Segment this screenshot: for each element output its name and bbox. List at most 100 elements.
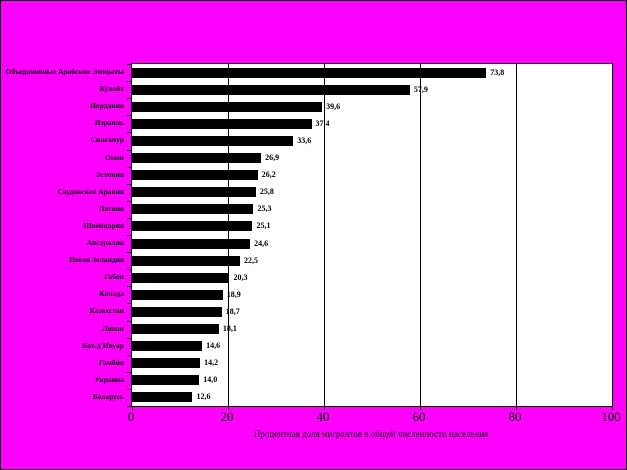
x-tick-label: 20 (220, 409, 234, 424)
category-label: Латвия (98, 203, 124, 213)
category-label: Саудовская Аравия (57, 186, 124, 196)
category-label: Израиль (94, 118, 124, 128)
category-label: Казахстан (89, 306, 124, 316)
y-axis-tick (127, 81, 132, 83)
y-axis-tick (127, 200, 132, 202)
y-axis-tick (127, 115, 132, 117)
category-label: Оман (105, 152, 124, 162)
y-axis-tick (127, 217, 132, 219)
category-label: Швейцария (83, 220, 124, 230)
bar (132, 84, 410, 95)
value-label: 39,6 (326, 101, 341, 111)
y-axis-tick (127, 252, 132, 254)
value-label: 18,7 (225, 306, 240, 316)
bar (132, 153, 262, 164)
y-axis-tick (127, 320, 132, 322)
value-label: 14,2 (204, 358, 219, 368)
value-label: 12,6 (196, 392, 211, 402)
category-label: Иордания (90, 101, 124, 111)
bar (132, 221, 253, 232)
bar (132, 375, 200, 386)
x-tick-label: 40 (316, 409, 330, 424)
bar (132, 187, 256, 198)
x-axis-tick (516, 406, 517, 410)
x-tick-label: 80 (508, 409, 522, 424)
gridline (516, 64, 517, 406)
category-label: Объединенные Арабские Эмираты (5, 67, 124, 77)
category-label: Канада (99, 289, 124, 299)
value-label: 18,9 (226, 289, 241, 299)
value-label: 73,8 (490, 67, 505, 77)
bar (132, 135, 294, 146)
gridline (228, 64, 229, 406)
category-label: Австралия (86, 238, 124, 248)
plot-area: 73,8 57,9 39,6 37,4 33,6 26,9 26,2 25,8 25,3 25,1… (127, 63, 613, 410)
value-label: 25,8 (259, 187, 274, 197)
y-axis-tick (127, 269, 132, 271)
value-label: 14,0 (203, 375, 218, 385)
x-axis-tick (612, 406, 613, 410)
gridline (420, 64, 421, 406)
bar (132, 118, 312, 129)
value-label: 24,6 (254, 238, 269, 248)
value-label: 22,5 (244, 255, 258, 265)
value-label: 25,1 (256, 221, 271, 231)
x-axis-tick (420, 406, 421, 410)
y-axis-tick (127, 371, 132, 373)
y-axis-tick (127, 132, 132, 134)
category-label: Новая Зеландия (69, 255, 124, 265)
y-axis-tick (127, 98, 132, 100)
y-axis-tick (127, 337, 132, 339)
bar (132, 255, 240, 266)
value-label: 25,3 (257, 204, 272, 214)
category-label: Украина (94, 374, 124, 384)
bar (132, 101, 323, 112)
bar (132, 358, 201, 369)
category-label: Гамбия (98, 357, 124, 367)
category-label: Кувейт (99, 84, 124, 94)
bar (132, 272, 230, 283)
y-axis-tick (127, 354, 132, 356)
y-axis-tick (127, 166, 132, 168)
y-axis-tick (127, 235, 132, 236)
x-axis-tick (132, 406, 133, 410)
y-axis-labels: Объединенные Арабские Эмираты Кувейт Иорда… (1, 63, 129, 405)
bar (132, 392, 193, 403)
category-label: Габон (104, 272, 124, 282)
y-axis-tick (127, 183, 132, 185)
x-axis-tick (228, 406, 229, 410)
value-label: 20,3 (233, 272, 248, 282)
bar (132, 238, 251, 249)
bar (132, 204, 254, 215)
bar (132, 289, 223, 300)
bar (132, 67, 487, 78)
value-label: 37,4 (315, 118, 330, 128)
gridline (324, 64, 325, 406)
x-axis-tick (324, 406, 325, 410)
y-axis-tick (127, 64, 132, 65)
y-axis-tick (127, 149, 132, 151)
bar (132, 341, 203, 352)
x-tick-label: 0 (127, 409, 135, 424)
value-label: 33,6 (297, 135, 312, 145)
value-label: 26,2 (261, 170, 276, 180)
bar (132, 170, 258, 181)
x-axis-ticklabels: 0 20 40 60 80 100 (1, 409, 626, 425)
category-label: Сингапур (90, 135, 124, 145)
value-label: 26,9 (265, 153, 280, 163)
category-label: Кот-д'Ивуар (82, 340, 124, 350)
y-axis-tick (127, 388, 132, 390)
bar (132, 306, 222, 317)
value-label: 14,6 (206, 341, 221, 351)
bar (132, 324, 219, 335)
y-axis-tick (127, 406, 132, 407)
category-label: Эстония (95, 169, 124, 179)
y-axis-tick (127, 286, 132, 288)
x-axis-title: Процентная доля мигрантов в общей числен… (253, 429, 489, 439)
value-label: 18,1 (222, 324, 237, 334)
category-label: Беларусь (92, 391, 124, 401)
y-axis-tick (127, 303, 132, 305)
x-tick-label: 100 (601, 409, 621, 424)
value-label: 57,9 (413, 84, 428, 94)
category-label: Ливан (101, 323, 124, 333)
